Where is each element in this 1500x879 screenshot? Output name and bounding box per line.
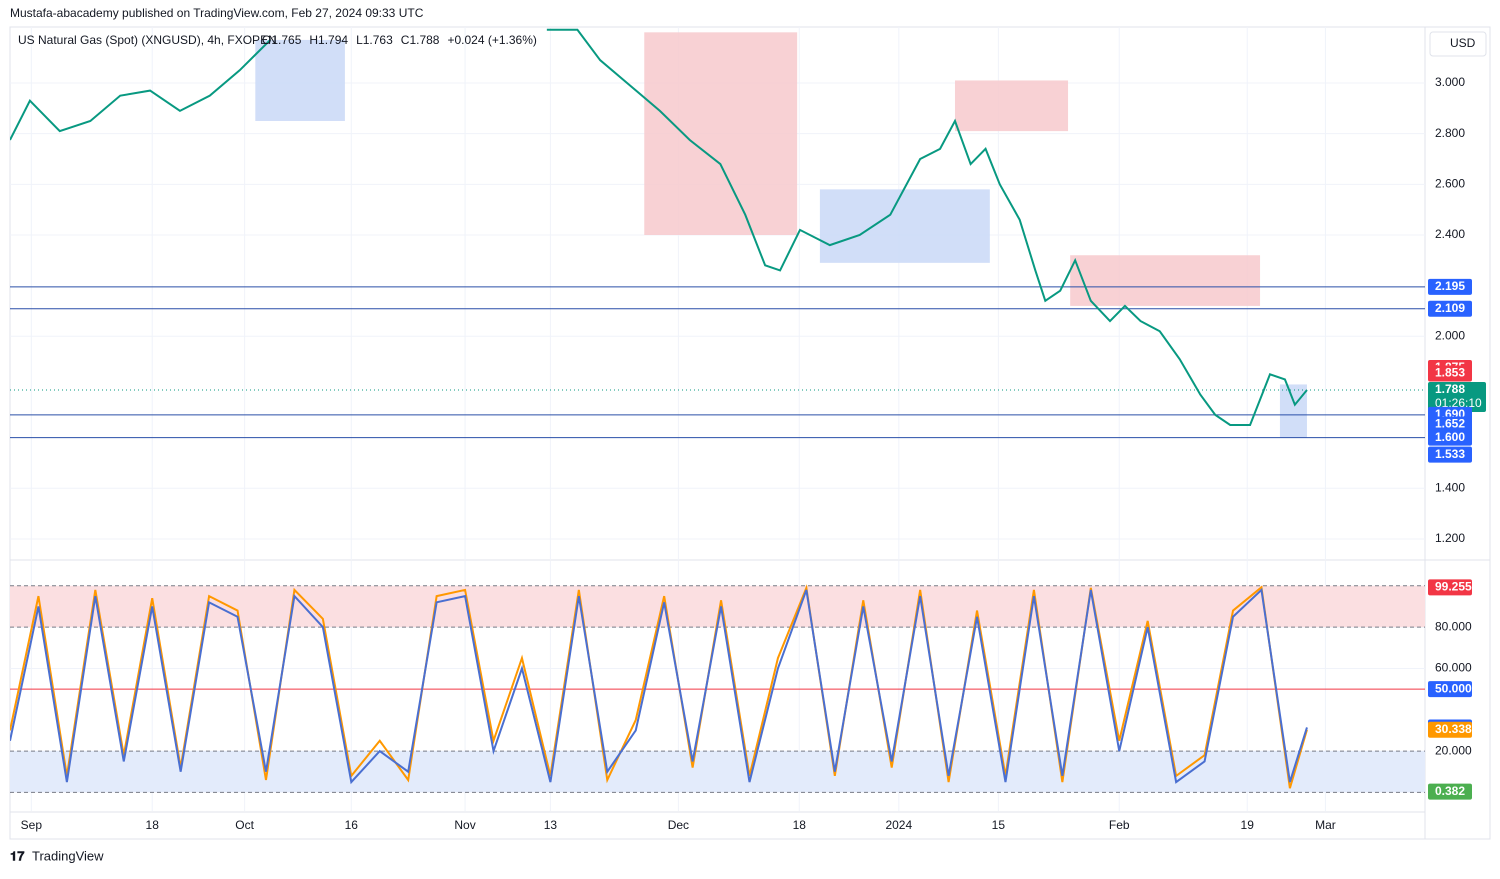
x-tick-label: Nov (454, 818, 475, 832)
x-tick-label: Mar (1315, 818, 1336, 832)
x-tick-label: 2024 (885, 818, 912, 832)
y-tick-label: 80.000 (1435, 619, 1472, 633)
y-tick-label: 20.000 (1435, 743, 1472, 757)
zone (954, 80, 1069, 132)
y-tick-label: 2.000 (1435, 328, 1465, 342)
price-label-box (1428, 681, 1472, 698)
price-label-box (1428, 446, 1472, 463)
footer: TradingView (32, 848, 104, 863)
zone (1279, 384, 1307, 438)
price-label: 1.652 (1435, 417, 1465, 431)
price-label-box (1428, 300, 1472, 317)
ohlc: O1.765 H1.794 L1.763 C1.788 +0.024 (+1.36%) (262, 33, 537, 47)
price-label: 0.382 (1435, 784, 1465, 798)
y-tick-label: 2.600 (1435, 176, 1465, 190)
y-tick-label: 60.000 (1435, 661, 1472, 675)
price-label-box (1428, 579, 1472, 596)
x-tick-label: Sep (21, 818, 43, 832)
price-label: 1.788 (1435, 382, 1465, 396)
axes: 1.200 1.400 2.000 2.400 2.600 2.800 3.000 Sep 18… (21, 75, 1486, 832)
x-tick-label: 18 (146, 818, 160, 832)
x-tick-label: 13 (544, 818, 558, 832)
zone (819, 189, 990, 263)
x-tick-label: 16 (345, 818, 359, 832)
currency[interactable]: USD (1450, 36, 1476, 50)
ohlc-value: H1.794 (309, 33, 348, 47)
price-label: 30.338 (1435, 722, 1472, 736)
series-line (10, 587, 1308, 785)
zone (255, 39, 345, 121)
ohlc-value: O1.765 (262, 33, 302, 47)
currency-box[interactable] (1429, 31, 1487, 57)
frame (9, 26, 1491, 840)
price-pane (10, 27, 1425, 560)
publisher: Mustafa-abacademy published on TradingVi… (10, 6, 424, 20)
price-label: 99.255 (1435, 580, 1472, 594)
symbol-title: US Natural Gas (Spot) (XNGUSD), 4h, FXOP… (18, 33, 277, 47)
price-label: 1.533 (1435, 447, 1465, 461)
y-tick-label: 1.400 (1435, 480, 1465, 494)
price-label-box (1428, 416, 1472, 433)
y-tick-label: 1.200 (1435, 531, 1465, 545)
price-label: 1.600 (1435, 430, 1465, 444)
price-label: 1.853 (1435, 366, 1465, 380)
y-tick-label: 2.800 (1435, 126, 1465, 140)
ohlc-value: +0.024 (+1.36%) (447, 33, 536, 47)
price-label-box (1428, 382, 1486, 413)
ohlc-value: L1.763 (356, 33, 393, 47)
y-tick-label: 2.400 (1435, 227, 1465, 241)
countdown: 01:26:10 (1435, 396, 1482, 410)
footer-logo: 𝟏𝟕 (10, 848, 25, 863)
series-line (10, 28, 1308, 426)
lower-band (10, 751, 1425, 793)
x-tick-label: Feb (1109, 818, 1130, 832)
oscillator-pane (10, 561, 1425, 811)
x-tick-label: 18 (793, 818, 807, 832)
price-label: 2.195 (1435, 279, 1465, 293)
price-label-box (1428, 783, 1472, 800)
x-tick-label: 15 (992, 818, 1006, 832)
price-label-box (1428, 278, 1472, 295)
x-tick-label: 19 (1241, 818, 1255, 832)
price-label: 2.109 (1435, 301, 1465, 315)
price-label-box (1428, 429, 1472, 446)
price-label-box (1428, 365, 1472, 382)
y-tick-label: 3.000 (1435, 75, 1465, 89)
zone (644, 32, 798, 235)
x-tick-label: Dec (668, 818, 689, 832)
zone (1070, 255, 1261, 306)
price-label-box (1428, 721, 1472, 738)
x-tick-label: Oct (235, 818, 254, 832)
ohlc-value: C1.788 (401, 33, 440, 47)
price-label: 50.000 (1435, 681, 1472, 695)
